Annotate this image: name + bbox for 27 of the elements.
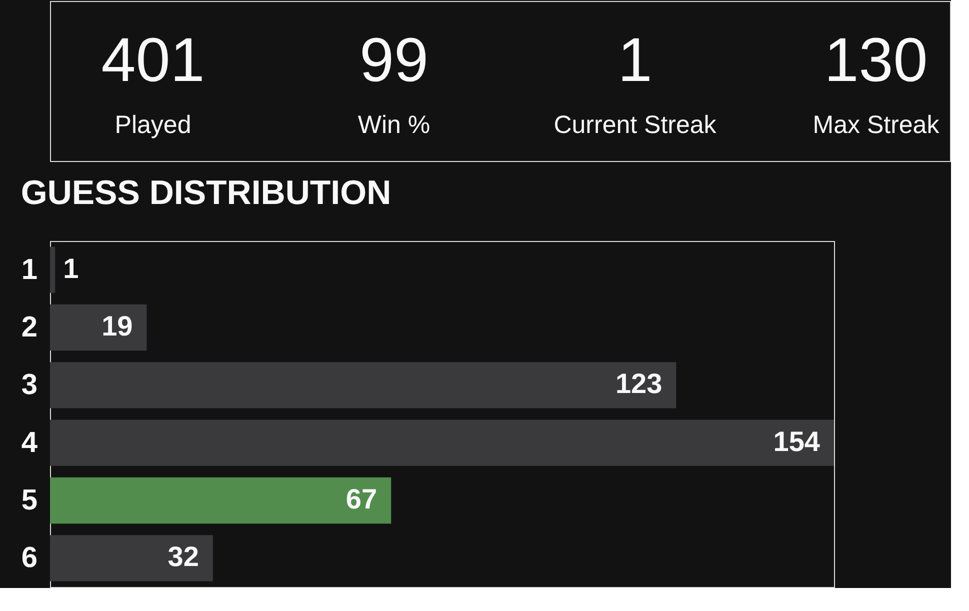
data-label: 154 xyxy=(773,426,820,457)
y-tick-label: 3 xyxy=(21,369,38,402)
data-label: 1 xyxy=(63,252,79,284)
y-tick-label: 6 xyxy=(21,542,38,574)
y-tick-label: 1 xyxy=(21,254,38,286)
bar xyxy=(50,420,834,466)
data-label: 32 xyxy=(168,541,199,572)
chart-title: GUESS DISTRIBUTION xyxy=(20,174,392,212)
data-label: 19 xyxy=(102,310,133,342)
category-label: Win % xyxy=(358,111,430,139)
bar xyxy=(50,477,392,524)
data-label: 130 xyxy=(824,26,928,95)
bar xyxy=(50,362,676,408)
y-tick-label: 5 xyxy=(21,484,38,516)
category-label: Current Streak xyxy=(554,111,717,139)
data-label: 1 xyxy=(618,26,652,95)
bar xyxy=(50,246,56,293)
bar xyxy=(50,304,147,351)
y-tick-label: 4 xyxy=(21,426,38,459)
data-label: 67 xyxy=(346,484,378,514)
bar xyxy=(50,535,213,582)
data-label: 123 xyxy=(615,368,662,400)
category-label: Played xyxy=(114,111,192,139)
data-label: 99 xyxy=(360,26,428,95)
category-label: Max Streak xyxy=(812,111,940,139)
data-label: 401 xyxy=(101,26,205,95)
y-tick-label: 2 xyxy=(21,312,38,344)
